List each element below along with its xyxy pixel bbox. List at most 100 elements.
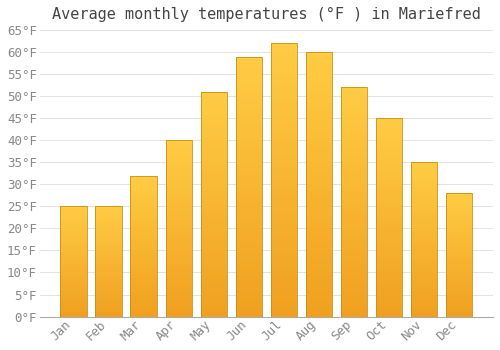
Bar <box>200 92 227 316</box>
Bar <box>130 215 157 218</box>
Bar <box>166 151 192 154</box>
Bar <box>200 200 227 204</box>
Bar <box>306 243 332 248</box>
Bar <box>376 178 402 182</box>
Bar <box>306 84 332 89</box>
Bar <box>306 158 332 163</box>
Bar <box>166 274 192 278</box>
Bar <box>376 214 402 217</box>
Bar <box>271 76 297 82</box>
Bar <box>96 279 122 281</box>
Bar <box>166 168 192 172</box>
Bar <box>130 204 157 206</box>
Bar <box>130 272 157 274</box>
Bar <box>341 92 367 97</box>
Bar <box>166 236 192 239</box>
Bar <box>411 298 438 301</box>
Bar <box>446 285 472 287</box>
Bar <box>130 266 157 268</box>
Bar <box>60 257 86 259</box>
Bar <box>306 301 332 306</box>
Bar <box>60 226 86 229</box>
Bar <box>166 306 192 309</box>
Bar <box>446 289 472 292</box>
Bar <box>96 219 122 222</box>
Bar <box>306 269 332 274</box>
Bar <box>130 209 157 212</box>
Bar <box>446 314 472 316</box>
Bar <box>376 194 402 197</box>
Bar <box>236 212 262 218</box>
Bar <box>306 63 332 68</box>
Bar <box>130 246 157 249</box>
Bar <box>130 206 157 209</box>
Bar <box>271 306 297 311</box>
Bar <box>130 201 157 204</box>
Bar <box>96 255 122 257</box>
Bar <box>341 248 367 252</box>
Bar <box>341 285 367 289</box>
Bar <box>96 257 122 259</box>
Bar <box>271 120 297 125</box>
Bar <box>60 306 86 308</box>
Bar <box>130 260 157 263</box>
Bar <box>271 300 297 306</box>
Bar <box>60 279 86 281</box>
Bar <box>446 309 472 312</box>
Bar <box>200 150 227 155</box>
Bar <box>200 182 227 186</box>
Bar <box>341 298 367 303</box>
Title: Average monthly temperatures (°F ) in Mariefred: Average monthly temperatures (°F ) in Ma… <box>52 7 481 22</box>
Bar <box>306 52 332 316</box>
Bar <box>446 193 472 316</box>
Bar <box>166 278 192 281</box>
Bar <box>166 292 192 295</box>
Bar <box>200 254 227 258</box>
Bar <box>306 216 332 221</box>
Bar <box>411 184 438 187</box>
Bar <box>200 249 227 254</box>
Bar <box>376 237 402 241</box>
Bar <box>60 206 86 209</box>
Bar <box>341 197 367 202</box>
Bar <box>166 172 192 175</box>
Bar <box>271 43 297 316</box>
Bar <box>166 288 192 292</box>
Bar <box>236 218 262 223</box>
Bar <box>271 278 297 284</box>
Bar <box>96 241 122 244</box>
Bar <box>130 240 157 243</box>
Bar <box>271 147 297 153</box>
Bar <box>130 195 157 198</box>
Bar <box>236 98 262 103</box>
Bar <box>96 286 122 288</box>
Bar <box>341 216 367 220</box>
Bar <box>446 247 472 250</box>
Bar <box>411 292 438 295</box>
Bar <box>96 312 122 314</box>
Bar <box>236 254 262 259</box>
Bar <box>411 267 438 270</box>
Bar <box>376 229 402 233</box>
Bar <box>166 186 192 190</box>
Bar <box>96 239 122 241</box>
Bar <box>60 290 86 292</box>
Bar <box>166 214 192 218</box>
Bar <box>200 245 227 249</box>
Bar <box>96 314 122 316</box>
Bar <box>60 281 86 284</box>
Bar <box>60 303 86 306</box>
Bar <box>446 280 472 282</box>
Bar <box>376 297 402 301</box>
Bar <box>306 153 332 158</box>
Bar <box>130 220 157 224</box>
Bar <box>376 277 402 281</box>
Bar <box>376 118 402 316</box>
Bar <box>60 224 86 226</box>
Bar <box>446 240 472 243</box>
Bar <box>411 307 438 310</box>
Bar <box>446 299 472 302</box>
Bar <box>376 225 402 229</box>
Bar <box>376 162 402 166</box>
Bar <box>96 292 122 295</box>
